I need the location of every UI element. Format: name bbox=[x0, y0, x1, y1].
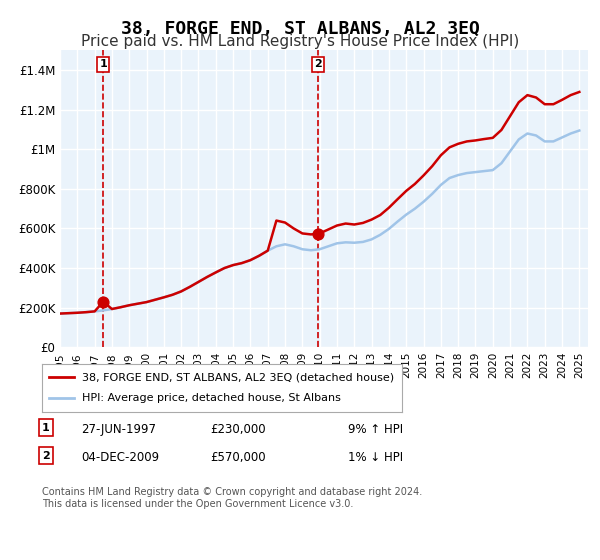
Text: 1: 1 bbox=[42, 423, 50, 433]
Text: £570,000: £570,000 bbox=[210, 451, 266, 464]
Text: £230,000: £230,000 bbox=[210, 423, 266, 436]
Text: 04-DEC-2009: 04-DEC-2009 bbox=[81, 451, 159, 464]
Text: Price paid vs. HM Land Registry's House Price Index (HPI): Price paid vs. HM Land Registry's House … bbox=[81, 34, 519, 49]
Text: 2: 2 bbox=[314, 59, 322, 69]
Point bbox=[313, 230, 323, 239]
Text: HPI: Average price, detached house, St Albans: HPI: Average price, detached house, St A… bbox=[82, 393, 340, 403]
Text: 9% ↑ HPI: 9% ↑ HPI bbox=[348, 423, 403, 436]
Point bbox=[98, 297, 108, 306]
Text: 1: 1 bbox=[100, 59, 107, 69]
Text: 2: 2 bbox=[42, 451, 50, 461]
Text: 38, FORGE END, ST ALBANS, AL2 3EQ: 38, FORGE END, ST ALBANS, AL2 3EQ bbox=[121, 20, 479, 38]
Text: 1% ↓ HPI: 1% ↓ HPI bbox=[348, 451, 403, 464]
Text: Contains HM Land Registry data © Crown copyright and database right 2024.
This d: Contains HM Land Registry data © Crown c… bbox=[42, 487, 422, 509]
Text: 38, FORGE END, ST ALBANS, AL2 3EQ (detached house): 38, FORGE END, ST ALBANS, AL2 3EQ (detac… bbox=[82, 372, 394, 382]
Text: 27-JUN-1997: 27-JUN-1997 bbox=[81, 423, 156, 436]
